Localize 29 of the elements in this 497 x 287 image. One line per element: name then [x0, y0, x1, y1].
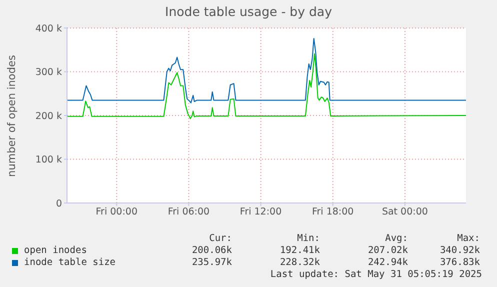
text: 200.06k: [190, 245, 232, 256]
text: 235.97k: [190, 257, 232, 268]
legend-label: inode table size: [24, 257, 116, 268]
x-tick-label: Sat 00:00: [382, 206, 428, 218]
text: 228.32k: [278, 257, 320, 268]
text: Avg:: [384, 233, 408, 244]
x-tick-label: Fri 18:00: [312, 206, 354, 218]
line-series: [67, 38, 466, 104]
legend-label: open inodes: [24, 245, 87, 256]
text: Cur:: [208, 233, 232, 244]
text: 207.02k: [366, 245, 408, 256]
y-tick-label: 400 k: [35, 23, 62, 34]
y-axis-title: number of open inodes: [6, 55, 18, 177]
x-tick-label: Fri 00:00: [96, 206, 138, 218]
y-tick-label: 200 k: [35, 110, 62, 122]
text: Min:: [296, 233, 320, 244]
text: Max:: [456, 233, 480, 244]
chart-title: Inode table usage - by day: [164, 4, 333, 19]
line-series: [67, 53, 466, 120]
text: 376.83k: [438, 257, 480, 268]
text: 192.41k: [278, 245, 320, 256]
x-tick-label: Fri 06:00: [168, 206, 210, 218]
text: 340.92k: [438, 245, 480, 256]
text: Last update: Sat May 31 05:05:19 2025: [269, 269, 482, 280]
text: 242.94k: [366, 257, 408, 268]
y-tick-label: 300 k: [35, 67, 62, 78]
y-tick-label: 100 k: [35, 154, 62, 166]
x-tick-label: Fri 12:00: [240, 206, 282, 218]
y-tick-label: 0: [56, 198, 62, 210]
